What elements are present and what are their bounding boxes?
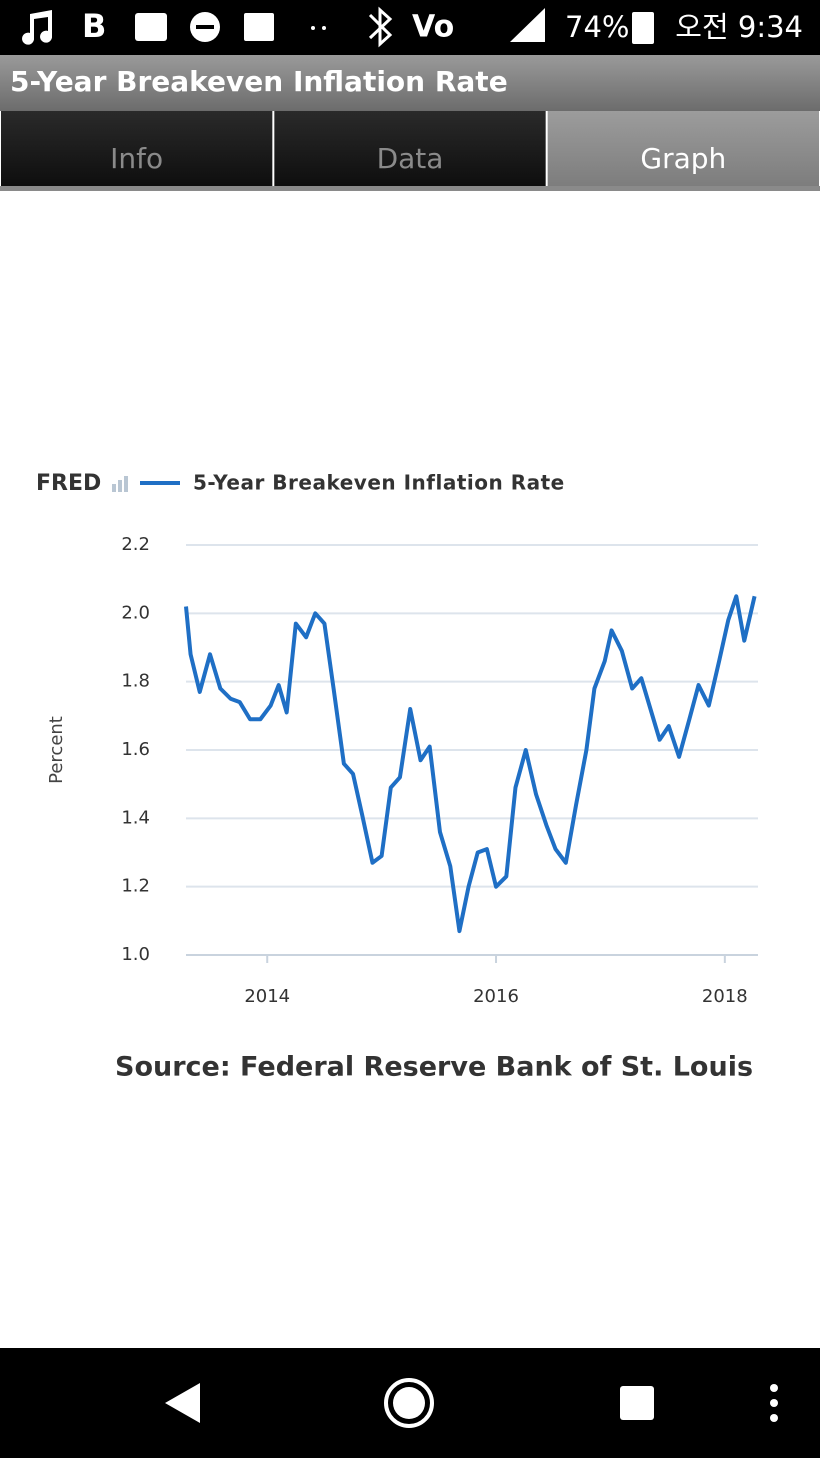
svg-text:B: B <box>82 7 106 45</box>
logo: FRED <box>36 471 101 496</box>
menu-button[interactable] <box>770 1384 778 1422</box>
clock: 오전 9:34 <box>675 10 803 44</box>
app-title: 5-Year Breakeven Inflation Rate <box>10 65 508 98</box>
content <box>0 191 820 1348</box>
legend-label: 5-Year Breakeven Inflation Rate <box>193 471 565 495</box>
app-bar <box>0 55 820 111</box>
status-icons: B Vo <box>22 6 654 48</box>
x-tick-label: 2014 <box>244 986 290 1007</box>
tab-label: Graph <box>640 142 726 175</box>
back-button[interactable] <box>165 1383 200 1423</box>
y-tick-label: 2.0 <box>121 602 150 623</box>
x-tick-label: 2016 <box>473 986 519 1007</box>
y-tick-label: 1.8 <box>121 671 150 692</box>
tab-label: Data <box>377 142 444 175</box>
y-axis-label: Percent <box>46 716 67 784</box>
data-line <box>184 594 757 934</box>
tab-bar: Info Data Graph <box>1 111 819 186</box>
battery-percent: 74% <box>565 10 629 44</box>
tab[interactable] <box>274 111 546 186</box>
logo-icon <box>112 476 128 492</box>
y-tick-label: 1.0 <box>121 944 150 965</box>
x-tick-label: 2018 <box>702 986 748 1007</box>
tab[interactable] <box>1 111 273 186</box>
source: Source: Federal Reserve Bank of St. Loui… <box>115 1052 753 1083</box>
home-button[interactable] <box>384 1378 434 1428</box>
chart: 5-Year Breakeven Inflation Rate 1.0 1.2 1.4… <box>121 471 758 1007</box>
tab-divider <box>0 186 820 191</box>
svg-text:Vo: Vo <box>412 10 454 45</box>
y-tick-label: 1.2 <box>121 876 150 897</box>
recents-button[interactable] <box>620 1386 654 1420</box>
y-tick-label: 2.2 <box>121 534 150 555</box>
tab-label: Info <box>110 142 163 175</box>
y-tick-label: 1.6 <box>121 739 150 760</box>
tab[interactable] <box>547 111 819 186</box>
y-tick-label: 1.4 <box>121 807 150 828</box>
